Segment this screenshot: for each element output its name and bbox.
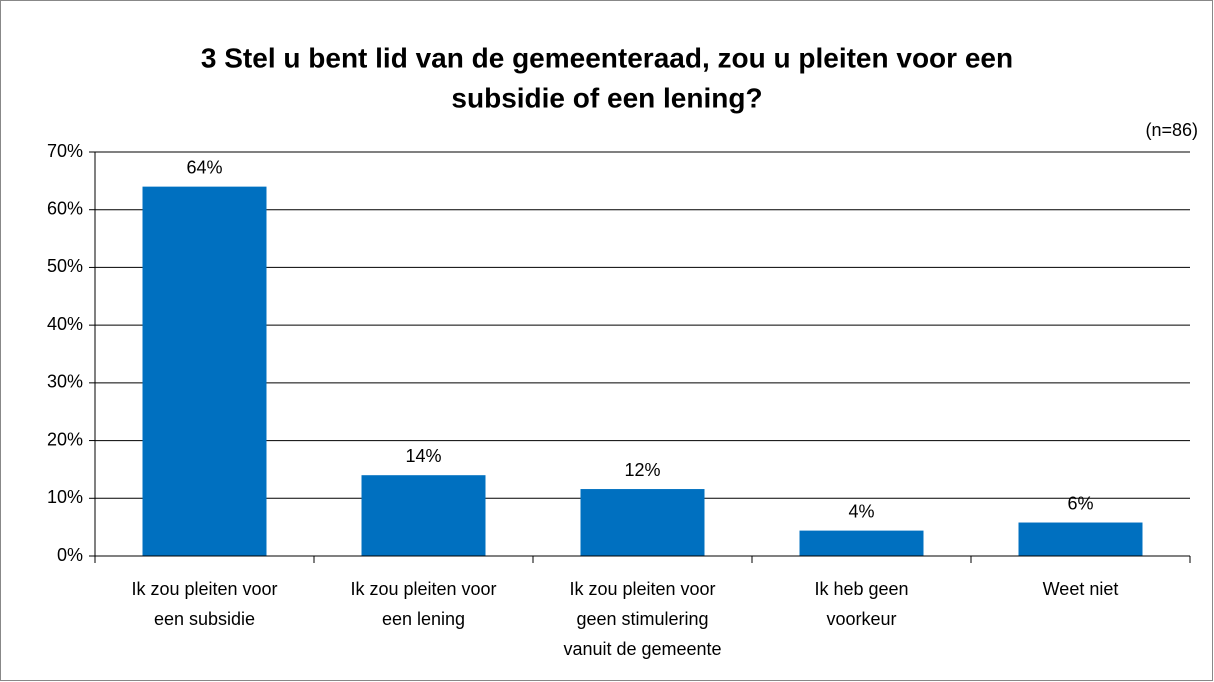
x-tick-label: Ik zou pleiten voor een subsidie — [131, 579, 277, 629]
y-tick-label: 40% — [47, 314, 83, 334]
x-tick-label: Ik zou pleiten voor een lening — [350, 579, 496, 629]
data-label: 12% — [624, 460, 660, 480]
y-tick-label: 0% — [57, 545, 83, 565]
data-label: 4% — [848, 501, 874, 521]
bar — [580, 489, 705, 556]
y-tick-label: 70% — [47, 141, 83, 161]
x-tick-label: Ik heb geen voorkeur — [814, 579, 908, 629]
annotation: (n=86) — [1145, 120, 1198, 140]
y-tick-label: 10% — [47, 487, 83, 507]
y-tick-label: 60% — [47, 198, 83, 218]
y-tick-label: 50% — [47, 256, 83, 276]
bar — [1018, 522, 1143, 556]
x-tick-label: Weet niet — [1043, 579, 1119, 599]
chart-title: 3 Stel u bent lid van de gemeenteraad, z… — [201, 42, 1013, 73]
bar — [361, 475, 486, 556]
y-tick-label: 20% — [47, 429, 83, 449]
bar — [142, 186, 267, 556]
bar — [799, 530, 924, 556]
x-tick-label: Ik zou pleiten voor geen stimulering vanui… — [563, 579, 721, 659]
data-label: 6% — [1067, 493, 1093, 513]
data-label: 14% — [405, 446, 441, 466]
data-label: 64% — [186, 157, 222, 177]
chart-title: subsidie of een lening? — [451, 82, 762, 113]
y-tick-label: 30% — [47, 372, 83, 392]
